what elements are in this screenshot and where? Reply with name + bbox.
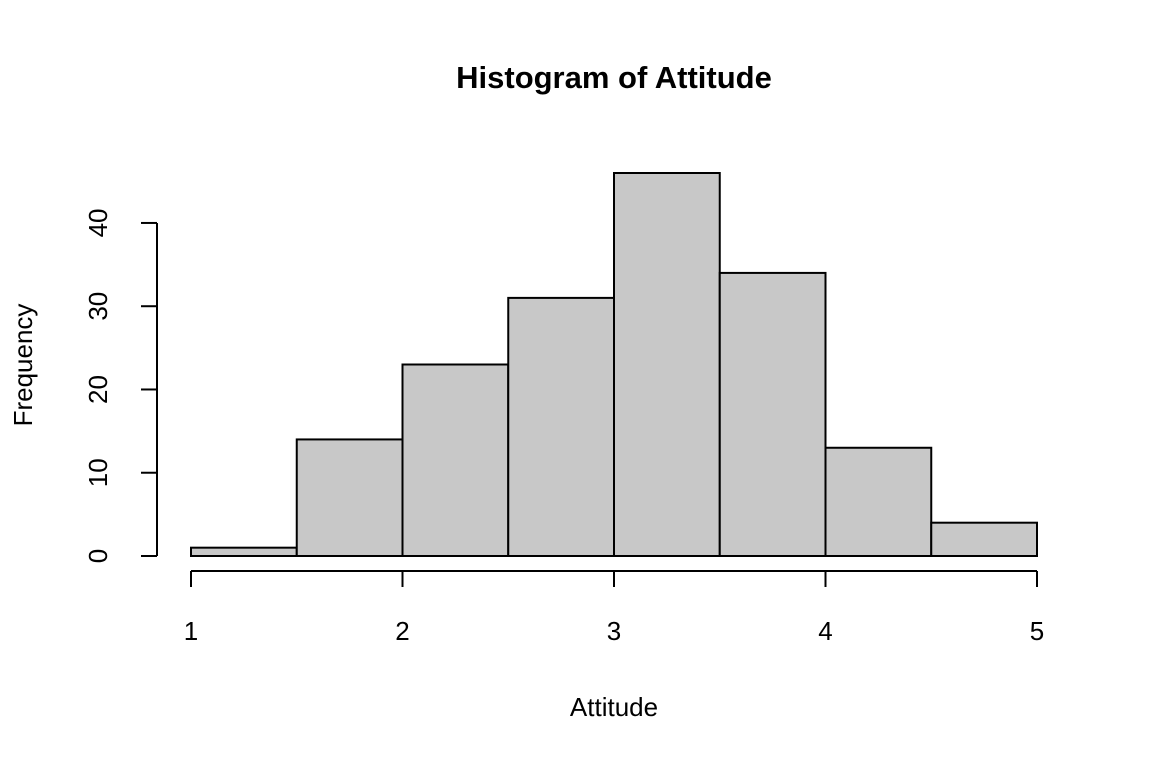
bar <box>401 363 510 557</box>
bar <box>613 172 721 557</box>
x-tick-label: 1 <box>184 616 198 646</box>
y-tick-label: 30 <box>83 292 113 321</box>
y-tick-label: 20 <box>83 375 113 404</box>
y-axis-label: Frequency <box>8 304 38 427</box>
chart-title: Histogram of Attitude <box>456 60 772 95</box>
bar <box>718 271 827 557</box>
y-tick-label: 0 <box>83 549 113 563</box>
bar <box>190 546 298 557</box>
bar <box>930 521 1038 558</box>
y-tick-label: 40 <box>83 208 113 237</box>
y-tick-label: 10 <box>83 458 113 487</box>
x-tick-label: 2 <box>395 616 409 646</box>
x-tick-label: 4 <box>818 616 832 646</box>
x-axis-label: Attitude <box>570 692 658 722</box>
bar <box>824 446 933 557</box>
bar <box>507 296 615 557</box>
x-tick-label: 3 <box>607 616 621 646</box>
x-tick-label: 5 <box>1030 616 1044 646</box>
bar <box>295 438 404 557</box>
